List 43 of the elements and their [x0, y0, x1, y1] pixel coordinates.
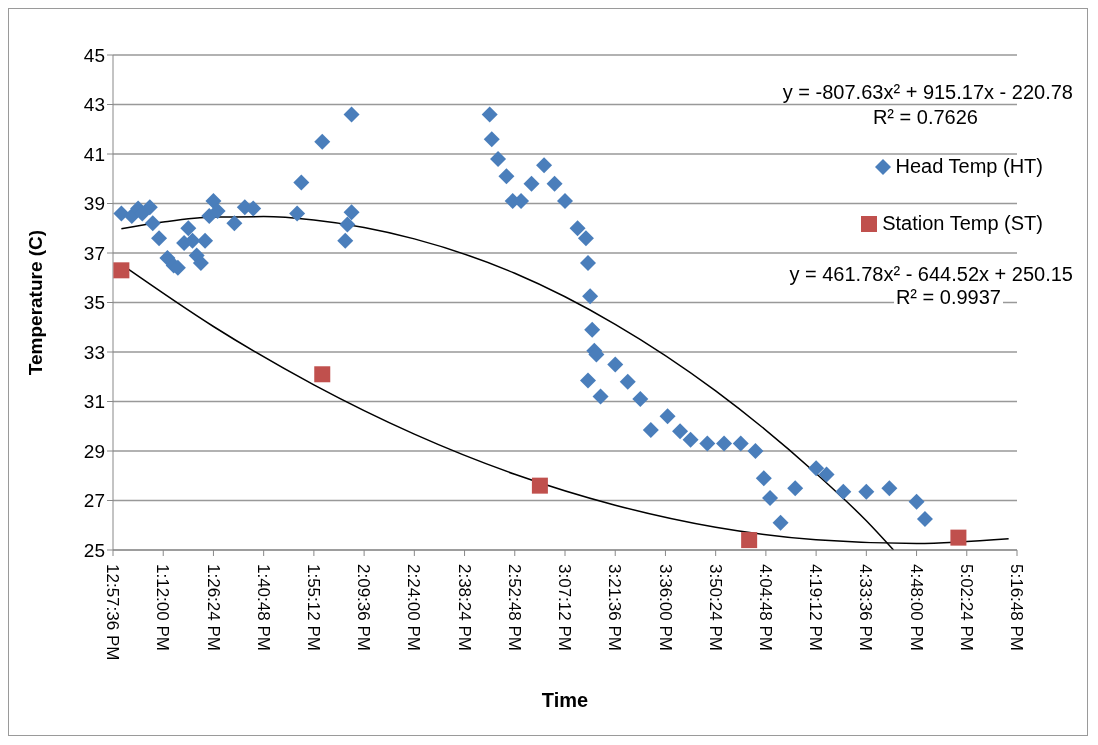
y-tick-label: 37 — [83, 242, 105, 264]
x-tick-label: 2:52:48 PM — [504, 564, 524, 651]
point — [741, 532, 758, 549]
x-tick-label: 4:19:12 PM — [806, 564, 826, 651]
x-tick-label: 3:21:36 PM — [605, 564, 625, 651]
y-tick-label: 43 — [83, 94, 105, 116]
x-tick-label: 3:07:12 PM — [555, 564, 575, 651]
point — [950, 529, 967, 546]
y-axis-title: Temperature (C) — [24, 229, 46, 376]
y-tick-label: 45 — [83, 44, 105, 66]
x-tick-label: 3:50:24 PM — [705, 564, 725, 651]
y-tick-label: 33 — [83, 341, 105, 363]
y-tick-label: 31 — [83, 391, 105, 413]
annotation: y = 461.78x² - 644.52x + 250.15 — [789, 263, 1073, 285]
x-tick-label: 4:33:36 PM — [856, 564, 876, 651]
x-tick-label: 4:48:00 PM — [906, 564, 926, 651]
legend-label: Station Temp (ST) — [882, 212, 1043, 235]
annotation: y = -807.63x² + 915.17x - 220.78 — [782, 81, 1073, 104]
point — [314, 366, 331, 383]
y-tick-label: 35 — [83, 292, 105, 314]
x-tick-label: 1:40:48 PM — [253, 564, 273, 651]
y-tick-label: 29 — [83, 440, 105, 462]
x-tick-label: 5:16:48 PM — [1007, 564, 1027, 651]
annotation: R² = 0.7626 — [871, 106, 978, 129]
x-tick-label: 5:02:24 PM — [956, 564, 976, 651]
y-tick-label: 25 — [83, 539, 105, 561]
y-tick-label: 41 — [83, 143, 105, 165]
x-tick-label: 2:38:24 PM — [454, 564, 474, 651]
legend-label: Head Temp (HT) — [895, 155, 1043, 178]
y-tick-label: 27 — [83, 490, 105, 512]
x-tick-label: 12:57:36 PM — [103, 564, 123, 661]
point — [531, 477, 548, 494]
x-axis-title: Time — [541, 689, 589, 711]
annotation: R² = 0.9937 — [893, 286, 1003, 308]
x-tick-label: 1:55:12 PM — [303, 564, 323, 651]
x-tick-label: 1:26:24 PM — [203, 564, 223, 651]
x-tick-label: 2:09:36 PM — [354, 564, 374, 651]
x-tick-label: 3:36:00 PM — [655, 564, 675, 651]
point — [113, 262, 130, 279]
x-tick-label: 1:12:00 PM — [153, 564, 173, 651]
y-tick-label: 39 — [83, 193, 105, 215]
x-tick-label: 2:24:00 PM — [404, 564, 424, 651]
x-tick-label: 4:04:48 PM — [755, 564, 775, 651]
